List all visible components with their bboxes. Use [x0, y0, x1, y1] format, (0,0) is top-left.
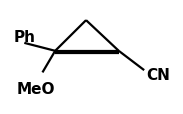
Text: MeO: MeO — [17, 81, 55, 96]
Text: CN: CN — [146, 68, 170, 82]
Text: Ph: Ph — [13, 29, 35, 44]
